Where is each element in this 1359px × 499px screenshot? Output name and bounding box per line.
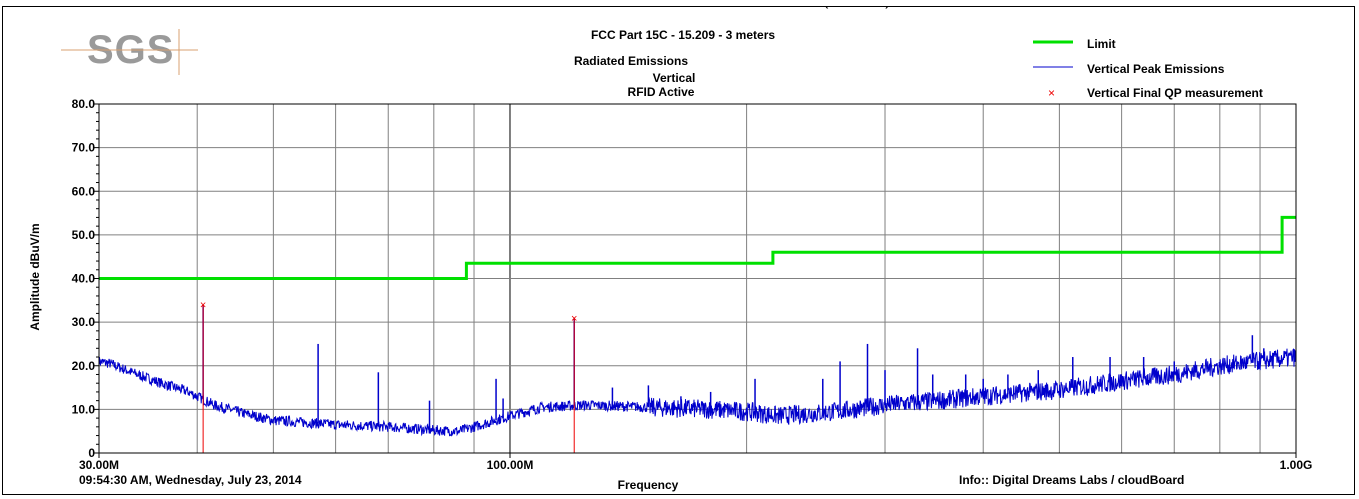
legend: Limit Vertical Peak Emissions × Vertical… [1033,37,1263,100]
peak-emissions-trace [98,348,1297,437]
y-axis-label: Amplitude dBuV/m [28,223,42,330]
y-tick-label: 20.0 [72,359,96,373]
legend-qp-marker: × [1048,86,1055,100]
legend-limit-label: Limit [1087,37,1116,51]
sgs-logo: SGS [61,28,198,75]
x-tick-label: 100.00M [487,458,534,472]
chart-subtitle-mode: RFID Active [628,85,695,99]
chart-title: FCC Part 15C - 15.209 - 3 meters [591,28,775,42]
qp-marker: × [200,300,206,312]
plot-area: 0 10.0 20.0 30.0 40.0 50.0 60.0 70.0 80.0 30.00M 1… [72,97,1313,472]
chart-subtitle: Radiated Emissions [574,54,688,68]
timestamp: 09:54:30 AM, Wednesday, July 23, 2014 [79,473,302,487]
emissions-chart: ( ——— ) SGS FCC Part 15C - 15.209 - 3 me… [28,0,1313,492]
clipped-top-title: ( ——— ) [823,7,891,9]
y-tick-label: 60.0 [72,184,96,198]
x-tick-label: 30.00M [79,458,119,472]
chart-subtitle-polarization: Vertical [653,71,696,85]
legend-peak-label: Vertical Peak Emissions [1087,62,1225,76]
plot-frame-border [98,103,1297,454]
y-tick-label: 30.0 [72,315,96,329]
y-tick-label: 10.0 [72,402,96,416]
y-tick-label: 0 [88,446,95,460]
y-tick-label: 50.0 [72,228,96,242]
y-tick-label: 70.0 [72,141,96,155]
info-text: Info:: Digital Dreams Labs / cloudBoard [959,473,1184,487]
qp-marker: × [571,313,577,325]
limit-line [99,215,1296,280]
legend-qp-label: Vertical Final QP measurement [1087,86,1263,100]
y-tick-label: 80.0 [72,97,96,111]
y-tick-label: 40.0 [72,272,96,286]
x-axis-label: Frequency [618,478,679,492]
x-tick-label: 1.00G [1280,458,1313,472]
